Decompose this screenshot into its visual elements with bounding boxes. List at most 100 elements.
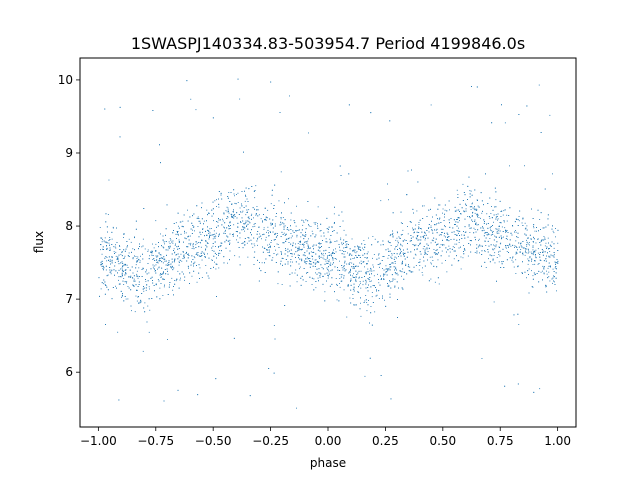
data-point [498,228,500,230]
data-point [216,254,217,255]
data-point [104,108,106,110]
data-point [416,248,418,250]
data-point [383,273,384,275]
data-point [498,254,500,255]
data-point [107,231,108,233]
data-point [353,263,355,265]
data-point [509,165,510,167]
data-point [260,235,262,237]
data-point [533,251,535,252]
data-point [245,220,247,222]
data-point [343,266,345,268]
data-point [493,301,495,303]
data-point [352,267,354,269]
data-point [298,246,300,248]
data-point [474,209,476,211]
data-point [406,248,408,250]
data-point [483,229,485,231]
data-point [253,237,255,239]
data-point [387,283,388,284]
data-point [174,280,176,281]
data-point [201,239,203,241]
data-point [513,266,515,268]
data-point [167,270,168,272]
data-point [274,338,276,340]
data-point [253,223,255,225]
data-point [169,238,171,239]
data-point [553,256,555,258]
data-point [436,228,438,230]
data-point [104,281,106,283]
data-point [357,272,359,274]
data-point [533,252,535,254]
data-point [348,272,350,274]
data-point [269,251,270,253]
data-point [532,278,534,280]
data-point [387,248,389,250]
data-point [369,322,370,324]
data-point [423,205,425,207]
data-point [418,228,420,230]
data-point [456,239,458,241]
data-point [173,261,175,263]
data-point [494,235,496,237]
data-point [114,274,115,276]
data-point [551,278,553,280]
data-point [174,252,175,254]
data-point [442,244,444,245]
data-point [526,277,527,279]
data-point [190,264,192,266]
data-point [517,225,519,226]
data-point [407,266,409,268]
data-point [182,251,184,252]
data-point [172,242,174,244]
data-point [392,236,394,238]
data-point [553,247,555,249]
data-point [165,228,167,230]
data-point [353,286,355,288]
data-point [418,224,420,225]
data-point [423,237,425,239]
data-point [207,243,209,244]
data-point [328,247,330,248]
data-point [537,248,539,250]
data-point [424,253,426,255]
data-point [199,278,200,279]
data-point [369,281,371,282]
data-point [483,219,485,221]
data-point [376,289,377,291]
data-point [543,239,545,241]
data-point [242,242,244,244]
data-point [360,270,362,272]
data-point [171,261,173,263]
data-point [238,214,240,215]
data-point [114,253,115,254]
data-point [300,284,302,286]
x-tick-label: 0.75 [487,434,514,448]
data-point [536,227,537,228]
data-point [165,264,167,266]
data-point [434,281,436,283]
data-point [362,284,364,286]
data-point [111,231,113,233]
data-point [482,226,483,228]
data-point [325,253,326,255]
data-point [237,78,239,80]
data-point [225,247,227,249]
data-point [123,237,124,238]
data-point [355,277,357,278]
data-point [163,247,165,249]
data-point [179,262,180,263]
data-point [470,209,472,210]
data-point [552,225,553,227]
data-point [115,255,117,257]
data-point [162,272,164,274]
data-point [246,209,248,211]
chart-title: 1SWASPJ140334.83-503954.7 Period 4199846… [131,34,525,53]
data-point [106,275,108,277]
data-point [268,249,270,251]
data-point [201,207,202,209]
data-point [251,186,253,187]
data-point [422,248,424,250]
data-point [542,250,544,252]
